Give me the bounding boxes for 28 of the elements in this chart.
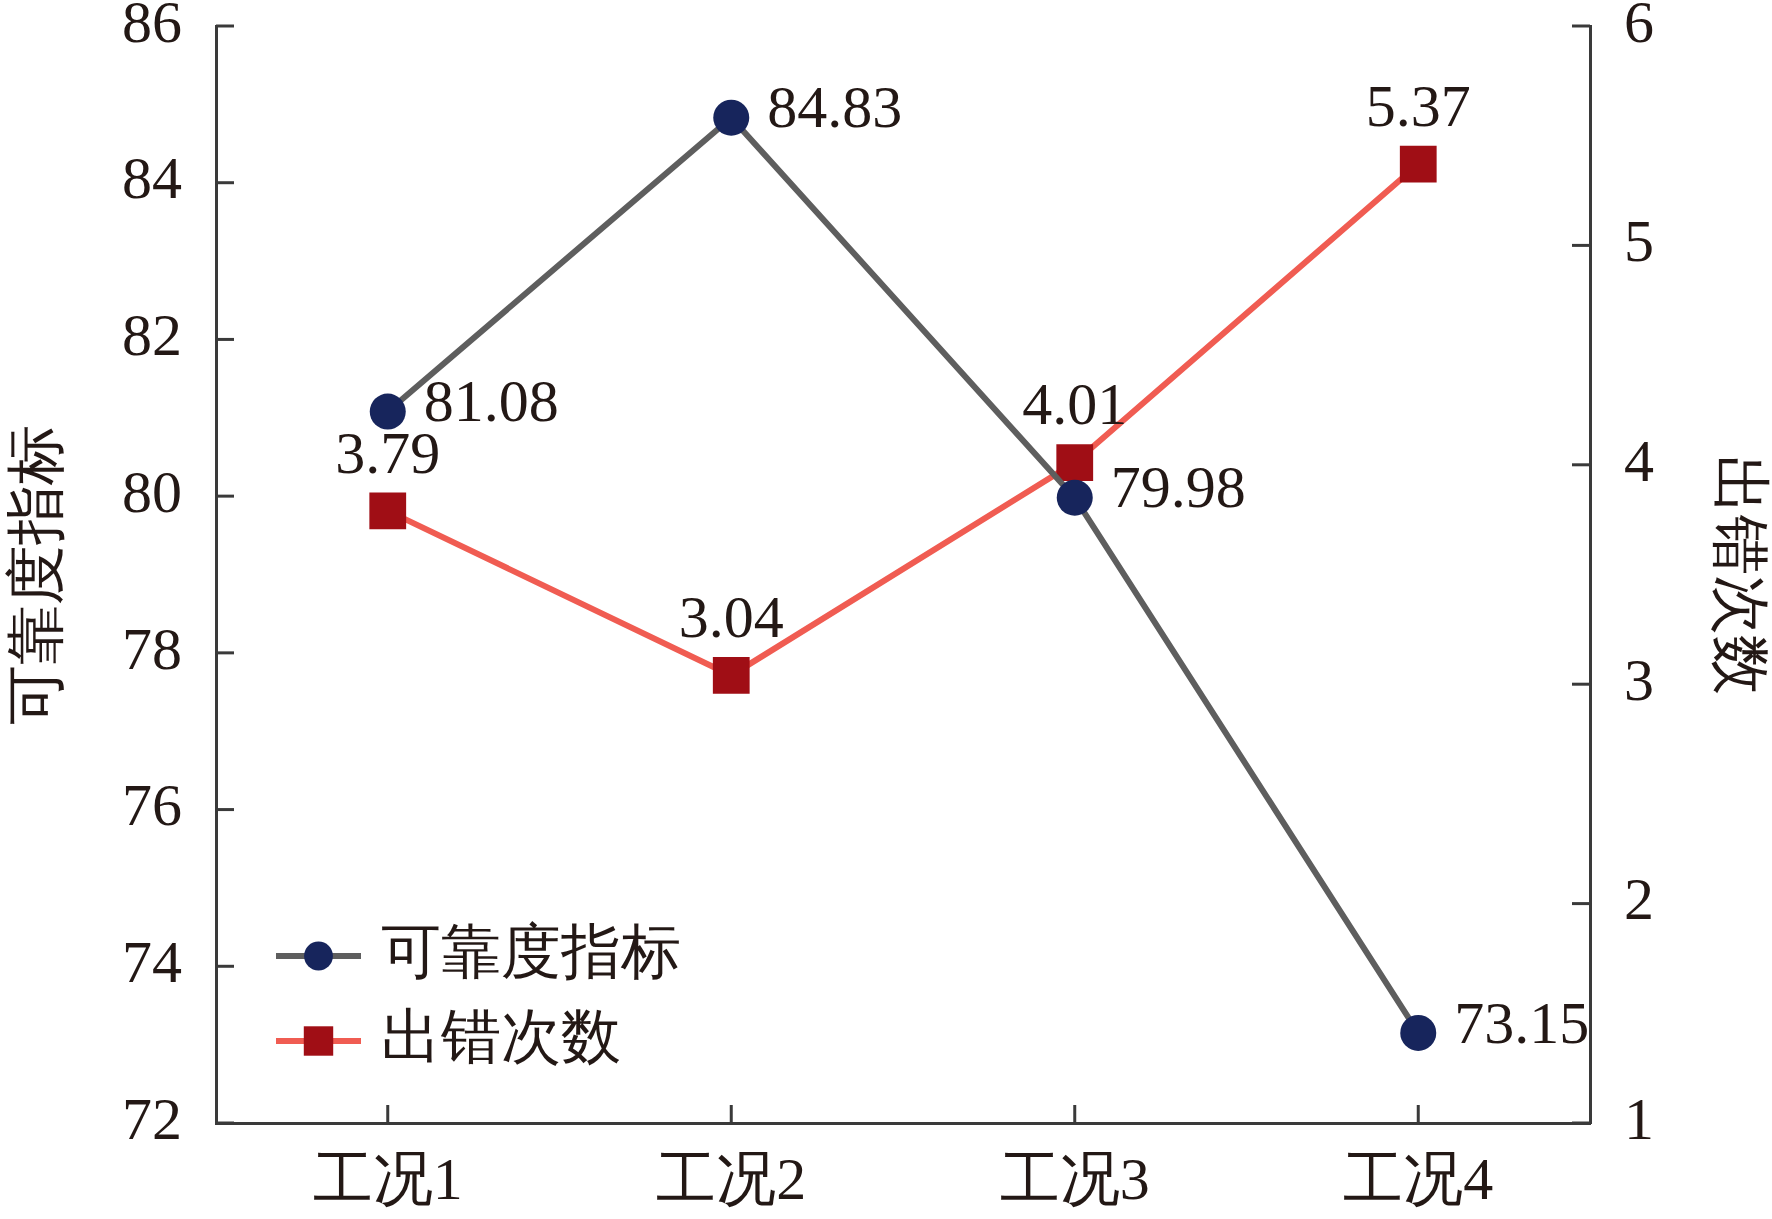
y-axis-title: 可靠度指标 xyxy=(2,424,69,725)
y-tick-label: 72 xyxy=(122,1085,182,1152)
y-tick-label: 84 xyxy=(122,145,182,212)
y2-axis-title: 出错次数 xyxy=(1707,454,1772,695)
data-label: 4.01 xyxy=(1022,371,1128,438)
y-tick-label: 80 xyxy=(122,458,182,525)
x-tick-label: 工况2 xyxy=(656,1145,807,1212)
y2-tick-label: 2 xyxy=(1624,866,1654,933)
y2-tick-label: 1 xyxy=(1624,1085,1654,1152)
x-tick-label: 工况1 xyxy=(312,1145,463,1212)
y2-tick-label: 5 xyxy=(1624,208,1654,275)
y-tick-label: 78 xyxy=(122,615,182,682)
data-label: 84.83 xyxy=(767,74,903,141)
data-label: 79.98 xyxy=(1110,454,1246,521)
y-tick-label: 74 xyxy=(122,929,182,996)
x-tick-label: 工况3 xyxy=(999,1145,1150,1212)
legend-label: 出错次数 xyxy=(381,1003,621,1070)
y2-tick-label: 6 xyxy=(1624,0,1654,55)
y-tick-label: 82 xyxy=(122,302,182,369)
y2-tick-label: 4 xyxy=(1624,427,1654,494)
data-label: 73.15 xyxy=(1454,989,1590,1056)
y-tick-label: 76 xyxy=(122,772,182,839)
y-tick-label: 86 xyxy=(122,0,182,55)
y2-tick-label: 3 xyxy=(1624,646,1654,713)
x-tick-label: 工况4 xyxy=(1343,1145,1494,1212)
data-label: 3.04 xyxy=(678,584,784,651)
data-label: 5.37 xyxy=(1365,72,1471,139)
legend-label: 可靠度指标 xyxy=(381,918,681,985)
